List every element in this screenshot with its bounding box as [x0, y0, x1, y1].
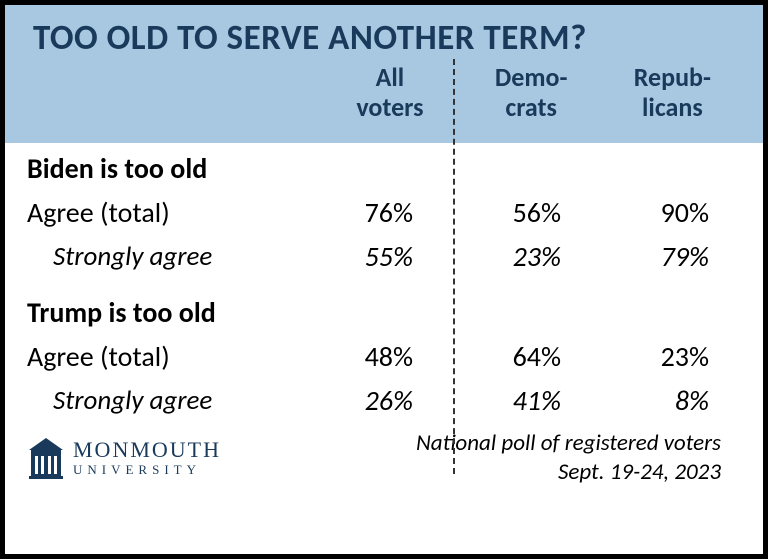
- col-democrats: Demo-crats: [461, 63, 602, 123]
- row-label: Agree (total): [5, 339, 305, 374]
- footer: MONMOUTH UNIVERSITY National poll of reg…: [5, 423, 763, 501]
- cell-rep: 90%: [601, 197, 749, 229]
- spacer: [5, 279, 763, 291]
- cell-all: 55%: [305, 241, 453, 273]
- poll-table-frame: TOO OLD TO SERVE ANOTHER TERM? Allvoters…: [0, 0, 768, 559]
- cell-all: 48%: [305, 341, 453, 373]
- col-spacer: [33, 63, 319, 123]
- table-body: Biden is too old Agree (total) 76% 56% 9…: [5, 143, 763, 554]
- group-heading: Trump is too old: [5, 291, 763, 335]
- table-row: Agree (total) 48% 64% 23%: [5, 335, 763, 379]
- logo-name: MONMOUTH: [73, 439, 221, 461]
- building-icon: [27, 436, 65, 480]
- column-headers: Allvoters Demo-crats Repub-licans: [33, 59, 743, 133]
- cell-rep: 8%: [601, 385, 749, 417]
- monmouth-logo: MONMOUTH UNIVERSITY: [27, 436, 221, 480]
- row-label: Agree (total): [5, 195, 305, 230]
- group-label: Trump is too old: [5, 295, 305, 330]
- cell-rep: 23%: [601, 341, 749, 373]
- cell-dem: 64%: [453, 341, 601, 373]
- cell-all: 76%: [305, 197, 453, 229]
- title: TOO OLD TO SERVE ANOTHER TERM?: [33, 17, 743, 59]
- logo-sub: UNIVERSITY: [73, 463, 221, 476]
- cell-all: 26%: [305, 385, 453, 417]
- cell-dem: 41%: [453, 385, 601, 417]
- table-row: Agree (total) 76% 56% 90%: [5, 191, 763, 235]
- header: TOO OLD TO SERVE ANOTHER TERM? Allvoters…: [5, 5, 763, 143]
- cell-rep: 79%: [601, 241, 749, 273]
- table-row: Strongly agree 26% 41% 8%: [5, 379, 763, 423]
- cell-dem: 23%: [453, 241, 601, 273]
- row-label: Strongly agree: [5, 384, 305, 417]
- logo-text: MONMOUTH UNIVERSITY: [73, 439, 221, 476]
- col-all-voters: Allvoters: [319, 63, 460, 123]
- footnote: National poll of registered votersSept. …: [221, 429, 739, 487]
- group-heading: Biden is too old: [5, 147, 763, 191]
- table-row: Strongly agree 55% 23% 79%: [5, 235, 763, 279]
- cell-dem: 56%: [453, 197, 601, 229]
- row-label: Strongly agree: [5, 240, 305, 273]
- group-label: Biden is too old: [5, 151, 305, 186]
- col-republicans: Repub-licans: [602, 63, 743, 123]
